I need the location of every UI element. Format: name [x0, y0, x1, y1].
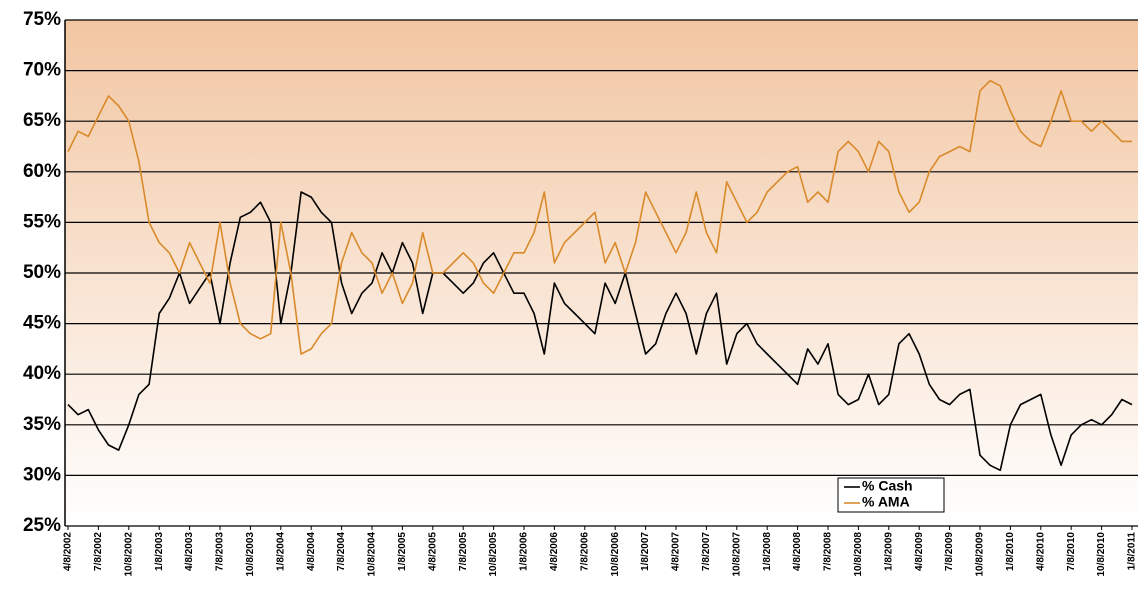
x-tick-label: 7/8/2004 — [336, 532, 347, 571]
x-tick-label: 4/8/2008 — [792, 532, 803, 571]
y-tick-label: 65% — [23, 110, 61, 131]
x-tick-label: 4/8/2002 — [63, 532, 74, 571]
x-tick-label: 7/8/2008 — [823, 532, 834, 571]
x-tick-label: 1/8/2009 — [883, 532, 894, 571]
x-tick-label: 7/8/2005 — [458, 532, 469, 571]
x-tick-label: 4/8/2007 — [671, 532, 682, 571]
x-tick-label: 4/8/2006 — [549, 532, 560, 571]
line-series — [67, 191, 1133, 472]
y-tick-label: 75% — [23, 9, 61, 30]
x-tick-label: 7/8/2002 — [93, 532, 104, 571]
x-tick-label: 7/8/2003 — [215, 532, 226, 571]
x-tick-label: 1/8/2008 — [762, 532, 773, 571]
y-tick-label: 25% — [23, 515, 61, 536]
x-tick-label: 7/8/2009 — [944, 532, 955, 571]
x-tick-label: 4/8/2004 — [306, 532, 317, 571]
x-tick-label: 7/8/2006 — [579, 532, 590, 571]
y-tick-label: 40% — [23, 363, 61, 384]
x-tick-label: 4/8/2003 — [184, 532, 195, 571]
x-tick-label: 10/8/2009 — [975, 532, 986, 577]
x-tick-label: 10/8/2002 — [123, 532, 134, 577]
x-tick-label: 10/8/2006 — [610, 532, 621, 577]
x-tick-label: 10/8/2005 — [488, 532, 499, 577]
y-tick-label: 60% — [23, 161, 61, 182]
y-tick-label: 30% — [23, 464, 61, 485]
y-tick-label: 70% — [23, 60, 61, 81]
y-tick-label: 35% — [23, 414, 61, 435]
x-tick-label: 1/8/2005 — [397, 532, 408, 571]
x-tick-label: 4/8/2005 — [427, 532, 438, 571]
legend-label: % Cash — [862, 478, 913, 494]
x-tick-label: 4/8/2010 — [1035, 532, 1046, 571]
x-tick-label: 7/8/2007 — [701, 532, 712, 571]
x-tick-label: 1/8/2011 — [1127, 532, 1138, 571]
legend-label: % AMA — [862, 494, 910, 510]
x-tick-label: 1/8/2006 — [519, 532, 530, 571]
line-series — [67, 79, 1132, 355]
x-tick-label: 10/8/2004 — [367, 532, 378, 577]
y-tick-label: 50% — [23, 262, 61, 283]
x-tick-label: 10/8/2003 — [245, 532, 256, 577]
x-tick-label: 10/8/2008 — [853, 532, 864, 577]
x-tick-label: 1/8/2007 — [640, 532, 651, 571]
x-tick-label: 1/8/2004 — [275, 532, 286, 571]
x-tick-label: 10/8/2010 — [1096, 532, 1107, 577]
x-tick-label: 1/8/2010 — [1005, 532, 1016, 571]
x-tick-label: 1/8/2003 — [154, 532, 165, 571]
y-tick-label: 55% — [23, 211, 61, 232]
x-tick-label: 7/8/2010 — [1066, 532, 1077, 571]
y-tick-label: 45% — [23, 313, 61, 334]
legend-box — [837, 477, 945, 513]
x-tick-label: 10/8/2007 — [731, 532, 742, 577]
x-tick-label: 4/8/2009 — [914, 532, 925, 571]
